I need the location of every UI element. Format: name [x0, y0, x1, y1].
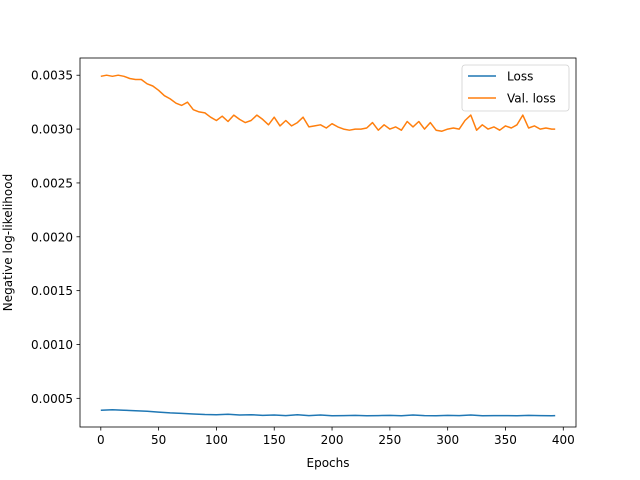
- y-tick-label: 0.0005: [31, 392, 73, 406]
- x-axis-ticks: 0 50 100 150 200 250 300 350 400: [97, 427, 575, 447]
- plot-area: [80, 58, 576, 427]
- y-tick-label: 0.0015: [31, 284, 73, 298]
- x-tick-label: 400: [552, 433, 575, 447]
- x-tick-label: 200: [321, 433, 344, 447]
- x-tick-label: 150: [263, 433, 286, 447]
- x-tick-label: 250: [378, 433, 401, 447]
- y-tick-label: 0.0010: [31, 338, 73, 352]
- legend-label-val-loss: Val. loss: [507, 92, 556, 106]
- x-tick-label: 300: [436, 433, 459, 447]
- x-tick-label: 350: [494, 433, 517, 447]
- y-tick-label: 0.0035: [31, 69, 73, 83]
- series-line-loss: [100, 408, 556, 417]
- y-axis-label: Negative log-likelihood: [1, 174, 15, 311]
- y-tick-label: 0.0030: [31, 123, 73, 137]
- y-tick-label: 0.0025: [31, 176, 73, 190]
- legend-label-loss: Loss: [507, 70, 533, 84]
- series-line-val-loss: [100, 74, 556, 132]
- y-tick-label: 0.0020: [31, 230, 73, 244]
- legend: Loss Val. loss: [461, 64, 570, 112]
- plot-frame: [79, 57, 577, 428]
- y-axis-ticks: 0.0005 0.0010 0.0015 0.0020 0.0025 0.0030 0.00…: [31, 69, 80, 406]
- x-tick-label: 0: [97, 433, 105, 447]
- x-tick-label: 50: [151, 433, 166, 447]
- x-tick-label: 100: [205, 433, 228, 447]
- series-layer: [100, 74, 556, 417]
- x-axis-label: Epochs: [307, 456, 350, 470]
